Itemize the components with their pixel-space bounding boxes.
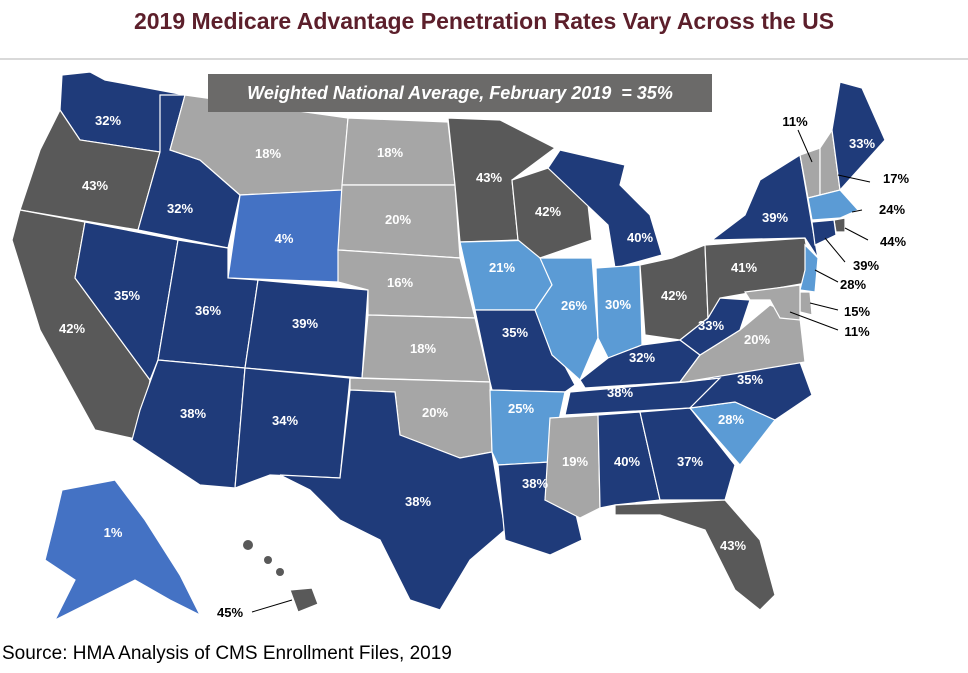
state-label-nh: 17%	[883, 171, 909, 186]
state-label-sc: 28%	[718, 412, 744, 427]
state-label-tn: 38%	[607, 385, 633, 400]
state-label-tx: 38%	[405, 494, 431, 509]
leader-ri	[844, 227, 869, 241]
state-label-ar: 25%	[508, 401, 534, 416]
state-va[interactable]	[678, 304, 806, 383]
state-label-ct: 39%	[853, 258, 879, 273]
state-label-vt: 11%	[782, 114, 808, 129]
state-hi-island	[243, 540, 253, 550]
state-mi[interactable]	[547, 149, 663, 269]
state-label-ne: 16%	[387, 275, 413, 290]
leader-vt	[797, 129, 813, 163]
state-label-ut: 36%	[195, 303, 221, 318]
state-label-ok: 20%	[422, 405, 448, 420]
leader-de	[809, 302, 839, 311]
state-label-ny: 39%	[762, 210, 788, 225]
state-label-nc: 35%	[737, 372, 763, 387]
state-label-mt: 18%	[255, 146, 281, 161]
state-ct[interactable]	[811, 219, 837, 246]
state-hi-island	[276, 568, 284, 576]
state-label-sd: 20%	[385, 212, 411, 227]
state-label-ri: 44%	[880, 234, 906, 249]
state-label-ga: 37%	[677, 454, 703, 469]
national-average-box: Weighted National Average, February 2019…	[208, 74, 712, 112]
state-fl[interactable]	[614, 499, 776, 611]
state-il[interactable]	[534, 257, 599, 382]
state-ga[interactable]	[639, 407, 736, 501]
leader-hi	[251, 599, 293, 613]
state-label-az: 38%	[180, 406, 206, 421]
state-label-wi: 42%	[535, 204, 561, 219]
leader-md	[789, 311, 839, 331]
state-label-de: 15%	[844, 304, 870, 319]
state-tx[interactable]	[279, 389, 506, 611]
state-label-co: 39%	[292, 316, 318, 331]
state-label-wv: 33%	[698, 318, 724, 333]
chart-title: 2019 Medicare Advantage Penetration Rate…	[133, 8, 835, 34]
state-nj[interactable]	[799, 243, 819, 293]
state-label-id: 32%	[167, 201, 193, 216]
title-divider	[0, 58, 968, 60]
state-label-ia: 21%	[489, 260, 515, 275]
state-label-mn: 43%	[476, 170, 502, 185]
state-label-la: 38%	[522, 476, 548, 491]
state-nm[interactable]	[234, 367, 351, 489]
state-label-nd: 18%	[377, 145, 403, 160]
state-label-va: 20%	[744, 332, 770, 347]
state-ak[interactable]	[44, 479, 202, 622]
state-label-mi: 40%	[627, 230, 653, 245]
state-label-oh: 42%	[661, 288, 687, 303]
state-ms[interactable]	[544, 414, 601, 519]
state-al[interactable]	[597, 411, 661, 509]
state-label-il: 26%	[561, 298, 587, 313]
state-label-ms: 19%	[562, 454, 588, 469]
state-label-mo: 35%	[502, 325, 528, 340]
state-label-fl: 43%	[720, 538, 746, 553]
state-label-hi: 45%	[217, 605, 243, 620]
state-label-ak: 1%	[104, 525, 123, 540]
leader-ma	[851, 209, 863, 213]
state-hi[interactable]	[289, 587, 319, 613]
state-label-wy: 4%	[275, 231, 294, 246]
state-label-me: 33%	[849, 136, 875, 151]
state-md[interactable]	[743, 284, 801, 321]
state-label-in: 30%	[605, 297, 631, 312]
leader-nh	[837, 174, 871, 183]
state-label-wa: 32%	[95, 113, 121, 128]
state-label-nm: 34%	[272, 413, 298, 428]
state-label-ky: 32%	[629, 350, 655, 365]
source-note: Source: HMA Analysis of CMS Enrollment F…	[2, 643, 452, 664]
state-label-md: 11%	[844, 324, 870, 339]
state-labels: 32% 43% 42% 32% 35% 18% 4% 36% 38% 39% 34% 18% 20% 16…	[59, 113, 909, 620]
state-hi-island	[264, 556, 272, 564]
state-label-ks: 18%	[410, 341, 436, 356]
leader-nj	[814, 269, 839, 283]
state-label-ca: 42%	[59, 321, 85, 336]
state-label-or: 43%	[82, 178, 108, 193]
state-label-ma: 24%	[879, 202, 905, 217]
state-label-al: 40%	[614, 454, 640, 469]
state-label-nj: 28%	[840, 277, 866, 292]
leader-lines	[251, 129, 871, 613]
leader-ct	[824, 237, 846, 263]
state-label-pa: 41%	[731, 260, 757, 275]
state-label-nv: 35%	[114, 288, 140, 303]
state-me[interactable]	[831, 81, 886, 192]
state-ma[interactable]	[807, 189, 859, 221]
